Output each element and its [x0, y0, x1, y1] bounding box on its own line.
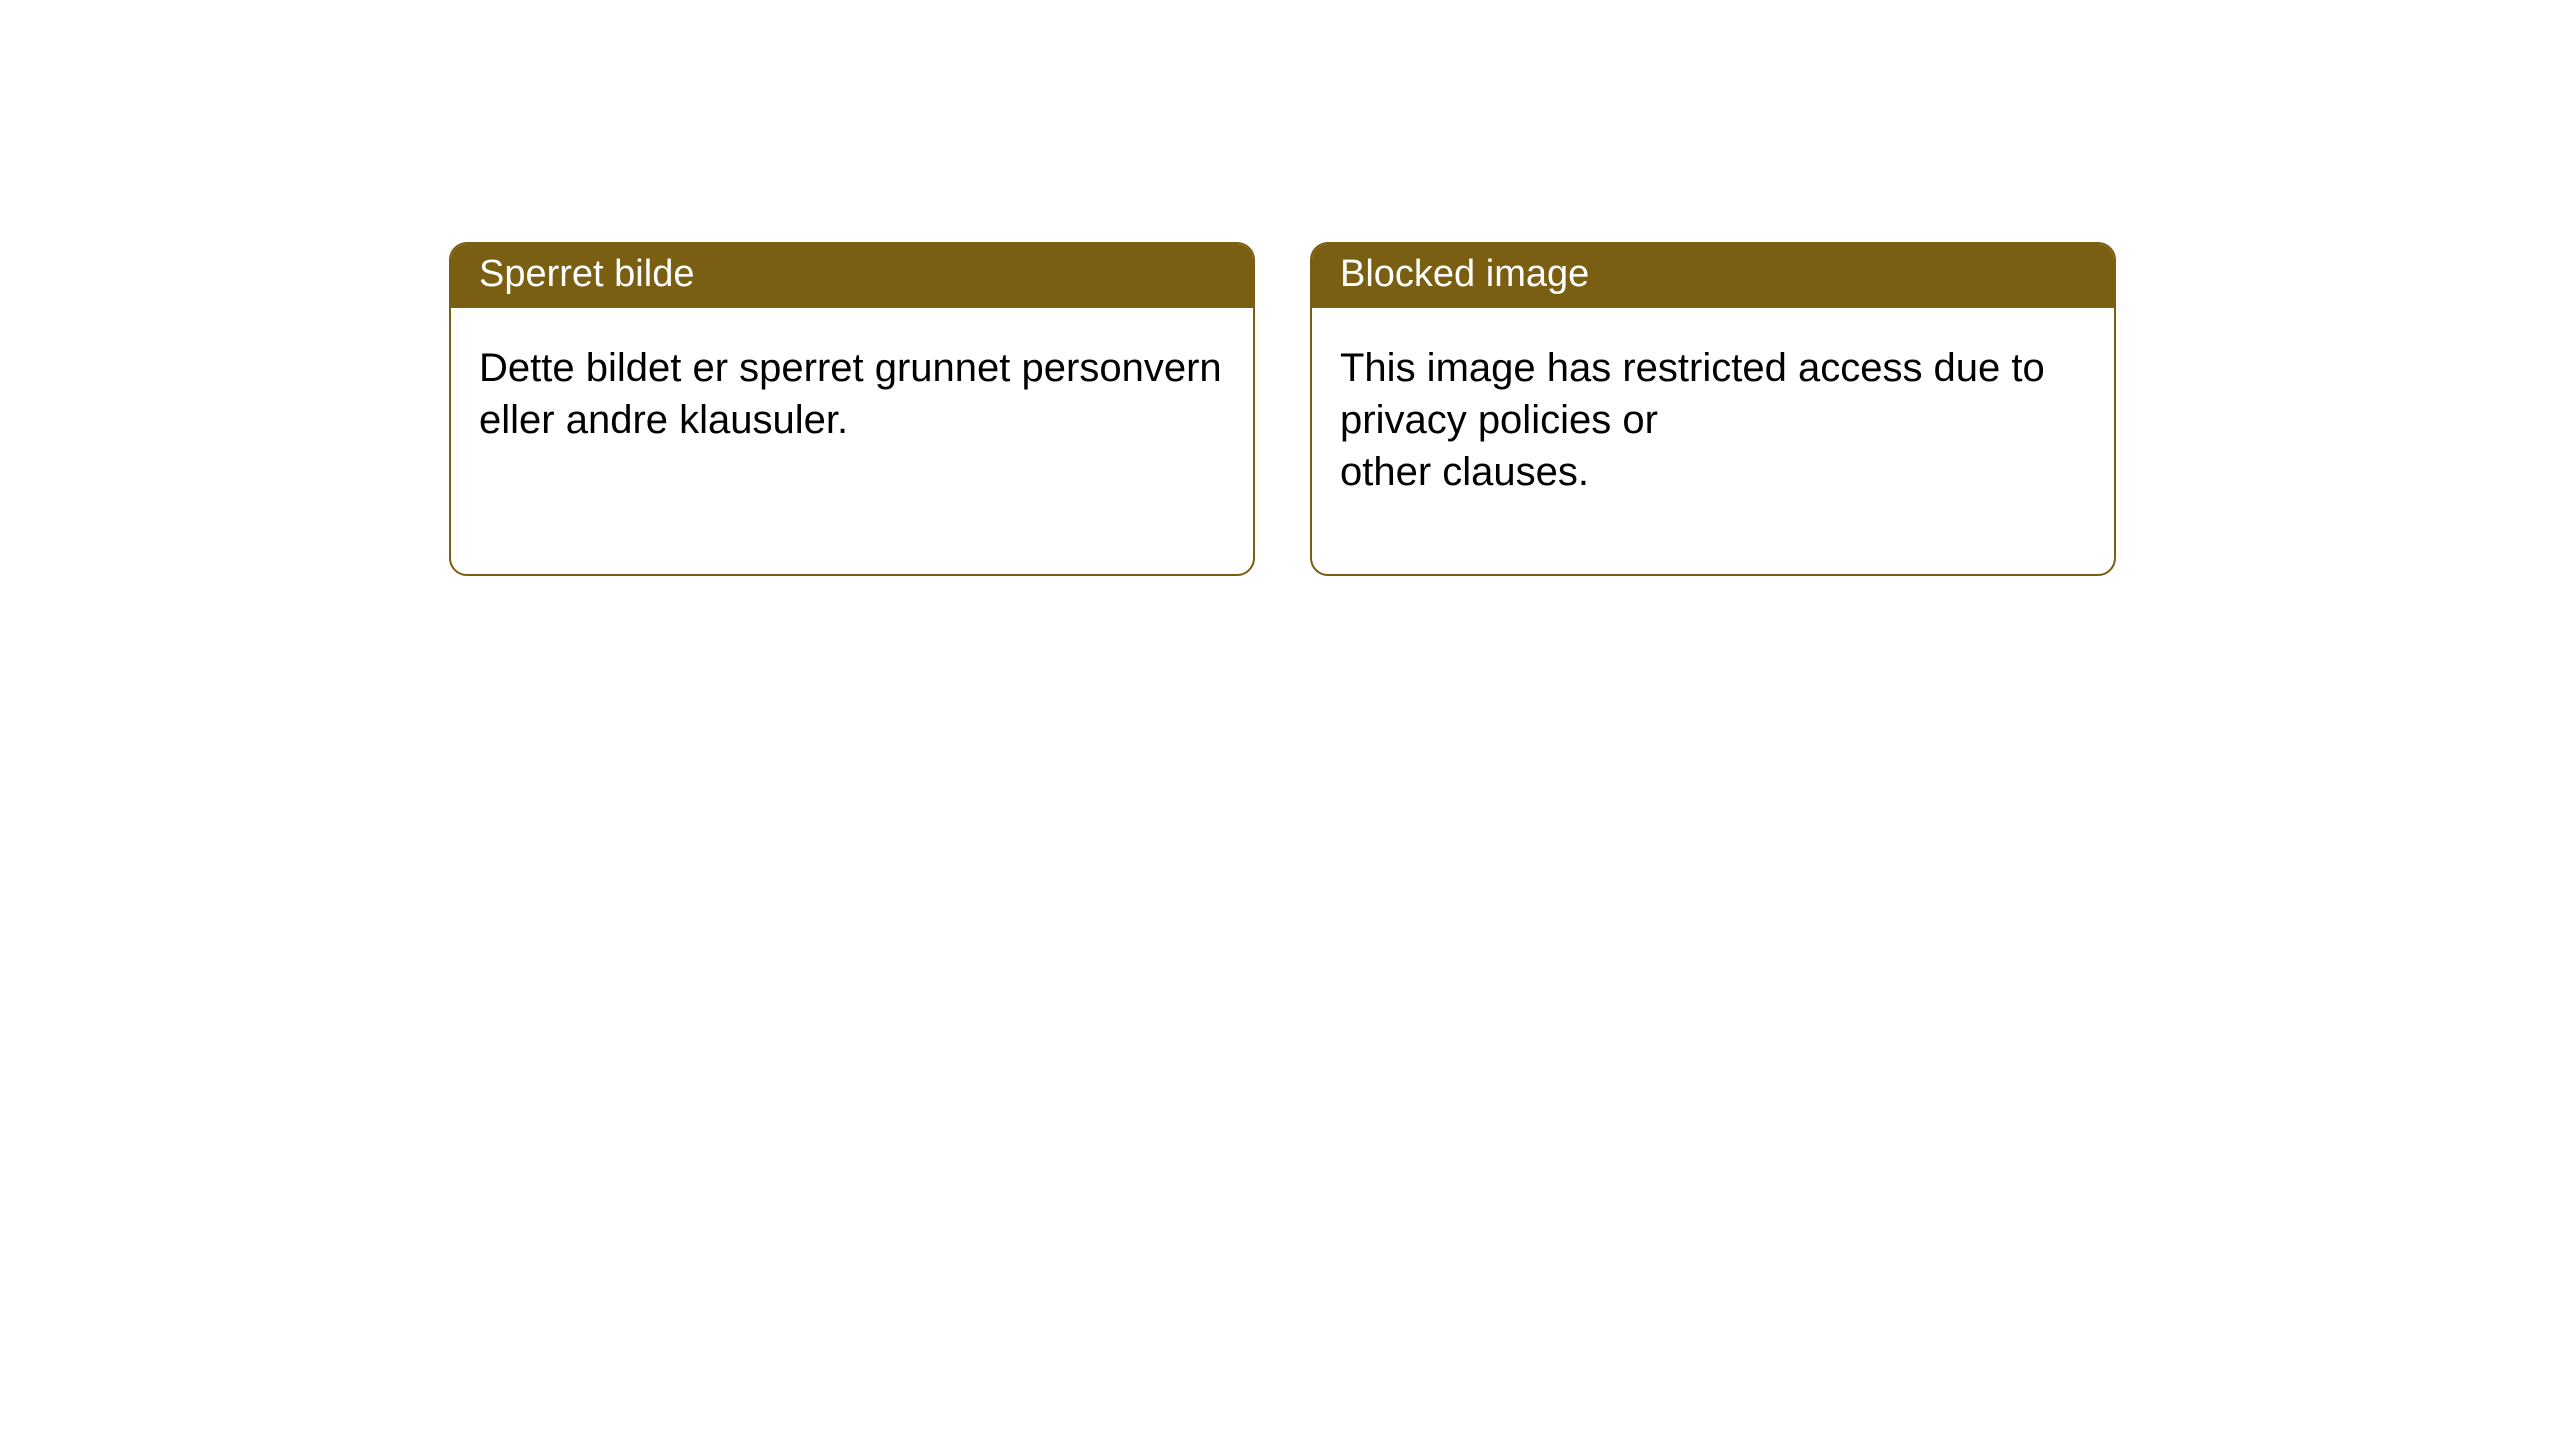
card-body-english: This image has restricted access due to … [1312, 308, 2114, 526]
card-title-norwegian: Sperret bilde [451, 244, 1253, 308]
card-body-norwegian: Dette bildet er sperret grunnet personve… [451, 308, 1253, 474]
card-title-english: Blocked image [1312, 244, 2114, 308]
card-english: Blocked image This image has restricted … [1310, 242, 2116, 576]
cards-container: Sperret bilde Dette bildet er sperret gr… [0, 0, 2560, 576]
card-norwegian: Sperret bilde Dette bildet er sperret gr… [449, 242, 1255, 576]
